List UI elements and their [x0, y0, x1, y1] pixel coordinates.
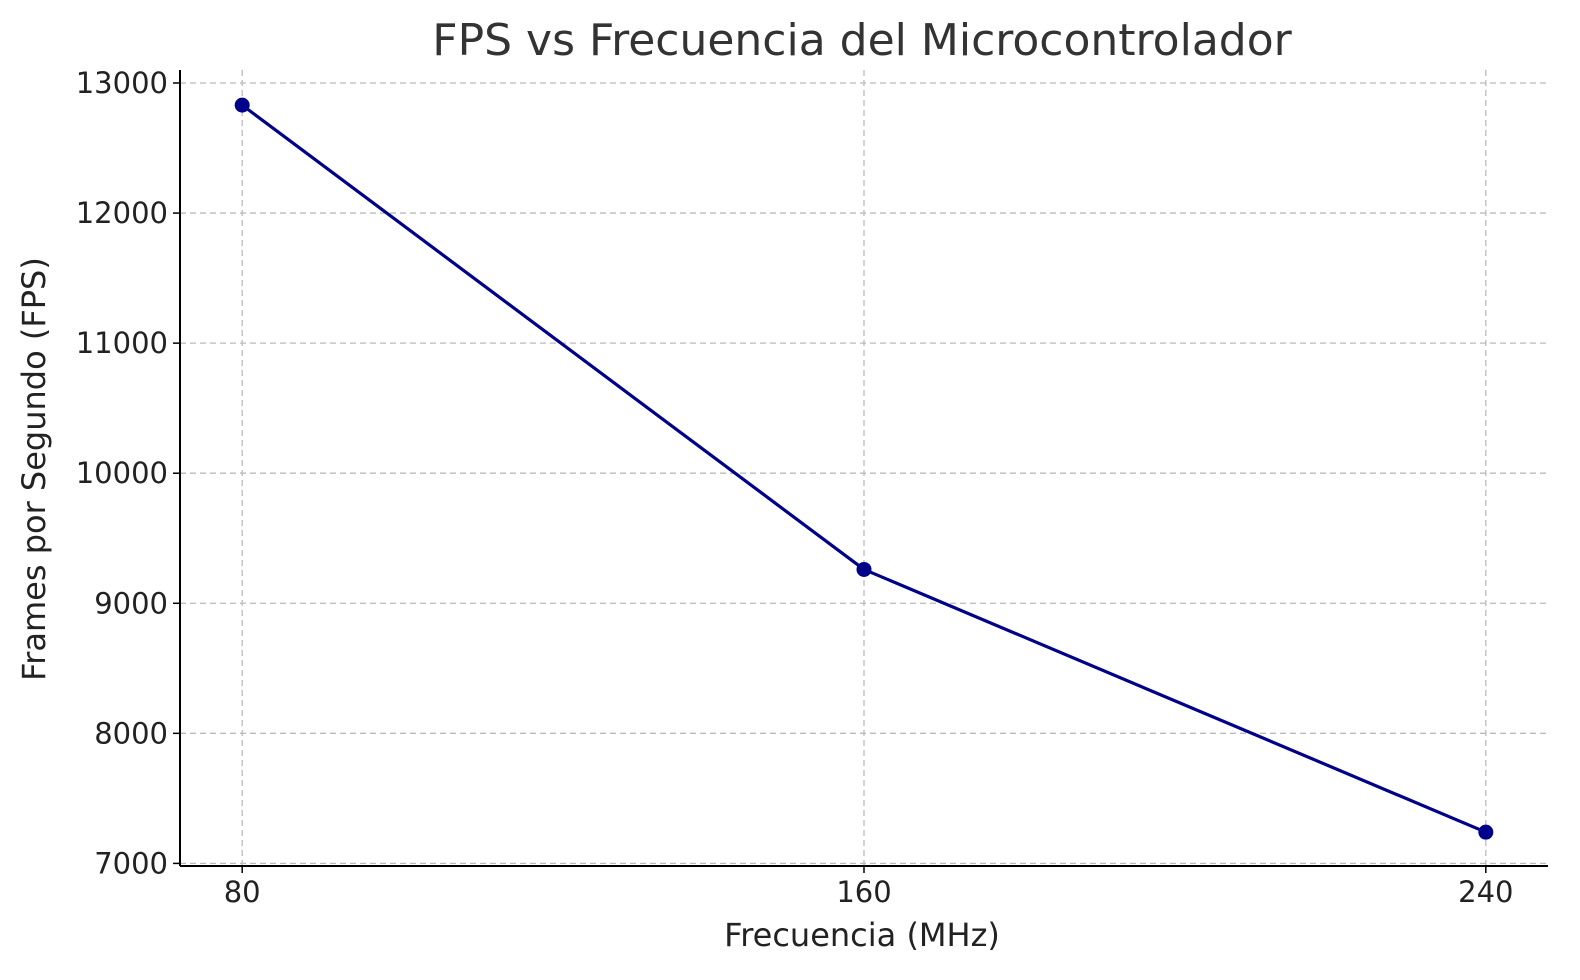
y-tick-label: 7000 [94, 846, 168, 880]
grid [180, 70, 1548, 866]
data-point [1478, 824, 1494, 840]
x-axis-label: Frecuencia (MHz) [724, 916, 1000, 954]
ticks: 7000 8000 9000 10000 11000 12000 13000 80 160 240 [76, 66, 1514, 909]
series-layer [234, 97, 1494, 840]
y-tick-label: 13000 [76, 66, 168, 100]
y-tick-label: 11000 [76, 326, 168, 360]
x-tick-label: 240 [1458, 875, 1513, 909]
x-tick-label: 80 [224, 875, 261, 909]
y-tick-label: 10000 [76, 456, 168, 490]
x-tick-label: 160 [836, 875, 891, 909]
data-point [856, 561, 872, 577]
axes [179, 70, 1548, 867]
y-axis-label: Frames por Segundo (FPS) [15, 257, 53, 681]
y-tick-label: 9000 [94, 586, 168, 620]
y-tick-label: 12000 [76, 196, 168, 230]
chart-title: FPS vs Frecuencia del Microcontrolador [432, 15, 1292, 66]
data-point [234, 97, 250, 113]
y-tick-label: 8000 [94, 716, 168, 750]
